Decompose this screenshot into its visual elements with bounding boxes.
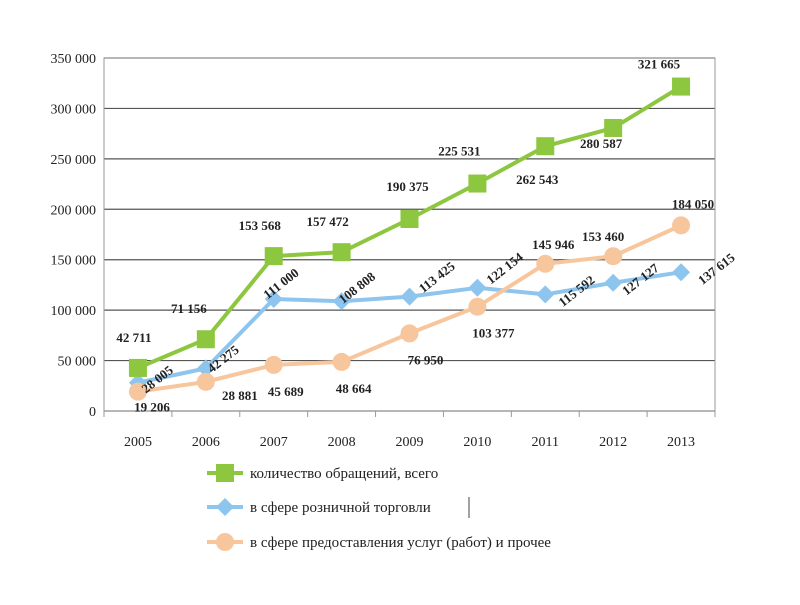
x-tick-label: 2005: [124, 435, 152, 450]
y-tick-label: 200 000: [51, 203, 97, 218]
data-point-square: [264, 247, 283, 266]
data-point-square: [468, 174, 487, 193]
legend-label: в сфере розничной торговли: [250, 500, 431, 516]
y-tick-label: 300 000: [51, 102, 97, 117]
y-tick-label: 0: [89, 405, 96, 420]
data-label: 145 946: [532, 237, 575, 252]
data-label: 137 615: [695, 249, 738, 287]
data-label: 111 000: [260, 265, 301, 302]
data-label: 157 472: [306, 214, 348, 229]
y-tick-label: 250 000: [51, 153, 97, 168]
data-point-square: [672, 77, 691, 96]
data-point-circle: [672, 216, 691, 235]
data-label: 321 665: [638, 57, 681, 72]
plot-area-border: [103, 57, 716, 412]
data-label: 153 568: [239, 218, 282, 233]
data-point-diamond: [468, 278, 487, 297]
x-tick-label: 2012: [599, 435, 627, 450]
data-point-square: [332, 243, 351, 262]
data-point-square: [196, 330, 215, 349]
data-point-circle: [604, 247, 623, 266]
legend-marker-circle: [216, 533, 234, 551]
data-point-diamond: [332, 292, 351, 311]
data-label: 76 950: [408, 352, 444, 367]
data-point-circle: [128, 382, 147, 401]
data-label: 262 543: [516, 172, 559, 187]
data-point-square: [536, 137, 555, 156]
data-point-circle: [196, 372, 215, 391]
data-label: 103 377: [472, 326, 515, 341]
data-label: 42 711: [116, 330, 151, 345]
data-point-circle: [332, 352, 351, 371]
legend-label: в сфере предоставления услуг (работ) и п…: [250, 535, 551, 551]
legend: количество обращений, всего в сфере розни…: [207, 464, 551, 551]
data-label: 225 531: [438, 144, 480, 159]
data-label: 280 587: [580, 136, 623, 151]
x-tick-label: 2006: [192, 435, 220, 450]
x-tick-label: 2010: [463, 435, 491, 450]
axes: 0 50 000 100 000 150 000 200 000 250 000 300 0…: [51, 52, 716, 450]
data-point-circle: [400, 324, 419, 343]
series-group: [128, 77, 691, 401]
x-tick-label: 2011: [532, 435, 559, 450]
data-point-diamond: [672, 263, 691, 282]
data-label: 190 375: [386, 179, 429, 194]
data-label: 28 881: [222, 388, 258, 403]
data-point-square: [604, 119, 623, 138]
data-point-diamond: [264, 290, 283, 309]
x-tick-label: 2013: [667, 435, 695, 450]
data-point-diamond: [536, 285, 555, 304]
x-tick-label: 2008: [328, 435, 356, 450]
x-tick-label: 2007: [260, 435, 288, 450]
data-point-circle: [536, 254, 555, 273]
data-point-circle: [264, 355, 283, 374]
data-point-diamond: [400, 287, 419, 306]
y-tick-label: 50 000: [58, 355, 97, 370]
data-point-diamond: [604, 273, 623, 292]
data-label: 153 460: [582, 229, 624, 244]
data-label: 45 689: [268, 384, 304, 399]
data-point-circle: [468, 297, 487, 316]
legend-marker-square: [216, 464, 234, 482]
x-tick-label: 2009: [396, 435, 424, 450]
y-tick-label: 150 000: [51, 254, 97, 269]
data-label: 19 206: [134, 400, 170, 415]
legend-label: количество обращений, всего: [250, 466, 438, 482]
data-label: 71 156: [171, 301, 207, 316]
y-tick-label: 100 000: [51, 304, 97, 319]
data-point-square: [400, 209, 419, 228]
data-point-square: [128, 358, 147, 377]
data-label: 184 050: [672, 196, 714, 211]
data-label: 48 664: [336, 381, 372, 396]
data-point-diamond: [196, 359, 215, 378]
legend-marker-diamond: [216, 498, 234, 516]
y-tick-label: 350 000: [51, 52, 97, 67]
